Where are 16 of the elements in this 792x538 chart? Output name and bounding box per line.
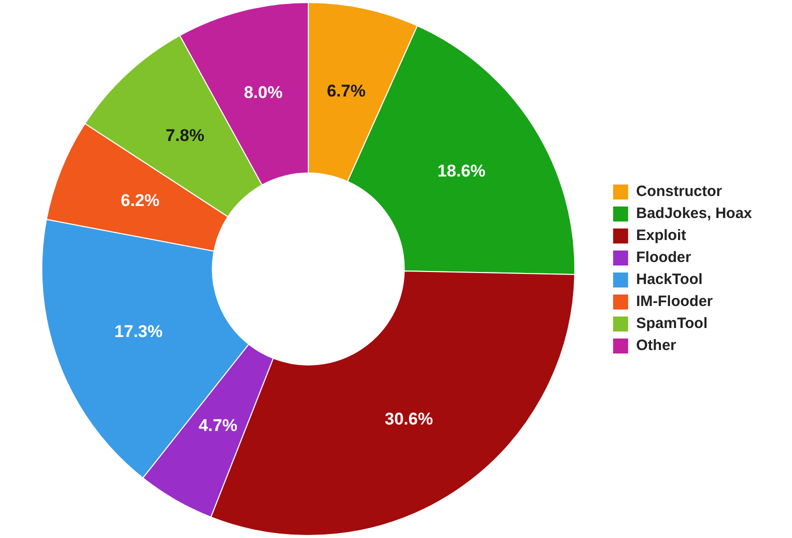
- data-label: 18.6%: [437, 162, 486, 181]
- data-label: 8.0%: [244, 83, 283, 102]
- data-label: 7.8%: [166, 126, 204, 145]
- data-label: 17.3%: [114, 322, 163, 342]
- legend-label: Flooder: [636, 249, 692, 266]
- legend-label: HackTool: [636, 271, 703, 288]
- data-label: 6.2%: [120, 191, 160, 210]
- data-label: 6.7%: [326, 81, 366, 100]
- legend-label: Exploit: [636, 227, 686, 244]
- legend-label: SpamTool: [636, 315, 708, 332]
- legend-label: BadJokes, Hoax: [636, 205, 753, 222]
- legend-label: Other: [636, 337, 676, 354]
- data-label: 4.7%: [198, 416, 238, 435]
- data-label: 30.6%: [384, 409, 433, 428]
- legend-label: Constructor: [636, 183, 722, 200]
- legend-label: IM-Flooder: [636, 293, 713, 310]
